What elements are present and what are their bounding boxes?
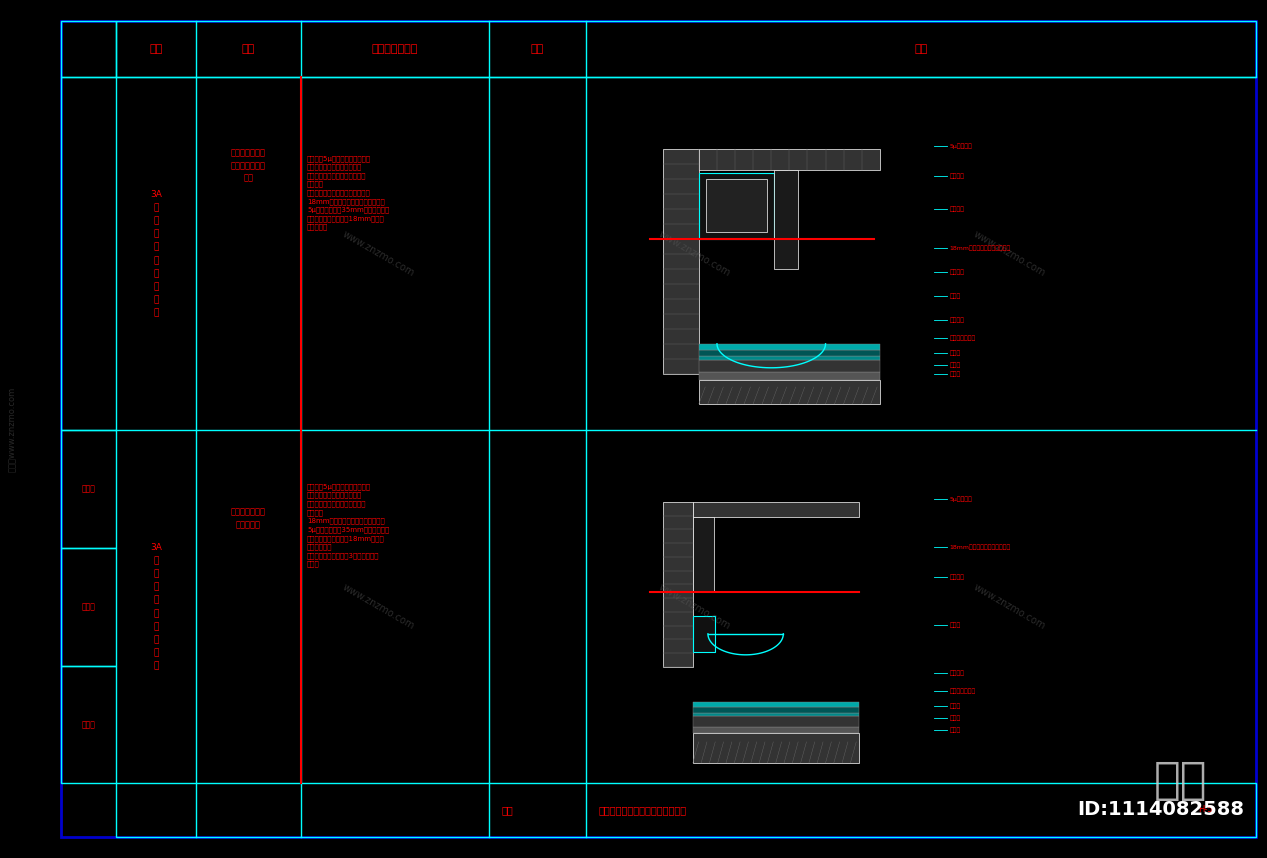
Bar [707, 179, 767, 233]
Bar [699, 372, 879, 380]
Bar [61, 666, 117, 783]
Text: 找平层: 找平层 [949, 727, 960, 733]
Text: 知末网www.znzmo.com: 知末网www.znzmo.com [8, 386, 18, 472]
Text: 保护层: 保护层 [949, 350, 960, 355]
Text: www.znzmo.com: www.znzmo.com [341, 229, 417, 279]
Text: 图名: 图名 [502, 805, 513, 815]
Bar [693, 502, 859, 517]
Text: 小便器: 小便器 [949, 622, 960, 627]
Text: 审核人: 审核人 [81, 485, 95, 493]
Text: 基层采用5μ镀锌钢制背骨架，适
接外液滑漆，镀锌骨架三度；
阴角与阳颇，地腿手用腐蚀抗全
装固定；
18mm细木工板制防火涂料三度，与
5μ镀锌自制角周35mm: 基层采用5μ镀锌钢制背骨架，适 接外液滑漆，镀锌骨架三度； 阴角与阳颇，地腿手用… [307, 483, 389, 567]
Bar [693, 517, 715, 592]
Bar [693, 713, 859, 716]
Text: ID:1114082588: ID:1114082588 [1078, 801, 1244, 819]
Bar [693, 616, 716, 652]
Text: 防水层: 防水层 [949, 715, 960, 721]
Bar [699, 148, 879, 170]
Bar [61, 548, 117, 666]
Bar [693, 733, 859, 763]
Bar [699, 344, 879, 350]
Text: 坐便器: 坐便器 [949, 293, 960, 299]
Bar [663, 148, 699, 374]
Bar [699, 172, 774, 239]
Bar [117, 21, 1256, 77]
Text: 厘料及公差做法: 厘料及公差做法 [371, 45, 418, 54]
Text: 18mm细木工板（刷防火涂料）: 18mm细木工板（刷防火涂料） [949, 245, 1011, 251]
Bar [699, 356, 879, 360]
Bar [699, 350, 879, 356]
Text: www.znzmo.com: www.znzmo.com [972, 582, 1048, 631]
Text: 3A
卫
生
间
局
部
剖
面
节
点: 3A 卫 生 间 局 部 剖 面 节 点 [150, 543, 162, 671]
Bar [61, 431, 117, 548]
Bar [61, 77, 117, 431]
Text: 锡炸面板: 锡炸面板 [949, 173, 964, 178]
Text: 石材饰面: 石材饰面 [949, 317, 964, 323]
Bar [774, 170, 798, 269]
Text: 简图: 简图 [914, 45, 927, 54]
Bar [117, 783, 1256, 837]
Bar [693, 716, 859, 727]
Text: 3A
卫
生
间
局
部
剖
面
节
点: 3A 卫 生 间 局 部 剖 面 节 点 [150, 190, 162, 317]
Text: 校对人: 校对人 [81, 602, 95, 611]
Text: 卫生间门坐便器
隐藏式水箱剖面
节点: 卫生间门坐便器 隐藏式水箱剖面 节点 [231, 148, 266, 183]
Text: 18mm细木工板（刷防火涂料）: 18mm细木工板（刷防火涂料） [949, 544, 1011, 550]
Text: 编号: 编号 [150, 45, 162, 54]
Text: 5μ镀锌角铁: 5μ镀锌角铁 [949, 143, 972, 148]
Bar [699, 380, 879, 404]
Bar [693, 727, 859, 733]
Text: 石材饰面: 石材饰面 [949, 574, 964, 580]
Text: 名称: 名称 [242, 45, 255, 54]
Bar [699, 360, 879, 372]
Text: www.znzmo.com: www.znzmo.com [972, 229, 1048, 279]
Text: 卫生间普结构追贵筝、小便斗做法: 卫生间普结构追贵筝、小便斗做法 [598, 805, 687, 815]
Bar [61, 21, 117, 77]
Bar [663, 502, 693, 667]
Text: www.znzmo.com: www.znzmo.com [656, 582, 732, 631]
Text: 轻硫灰浆: 轻硫灰浆 [949, 206, 964, 212]
Bar [693, 702, 859, 707]
Text: 附注: 附注 [531, 45, 544, 54]
Text: 找平层: 找平层 [949, 371, 960, 377]
Text: 石材饰面: 石材饰面 [949, 269, 964, 275]
Text: 水泥砂浆粘接层: 水泥砂浆粘接层 [949, 688, 976, 693]
Bar [693, 707, 859, 713]
Text: H-5: H-5 [1199, 806, 1213, 814]
Text: 水泥砂浆粘接层: 水泥砂浆粘接层 [949, 335, 976, 341]
Text: 石材饰面: 石材饰面 [949, 670, 964, 675]
Text: 保护层: 保护层 [949, 703, 960, 709]
Text: 制图人: 制图人 [81, 720, 95, 729]
Text: www.znzmo.com: www.znzmo.com [341, 582, 417, 631]
Text: www.znzmo.com: www.znzmo.com [656, 229, 732, 279]
Text: 5μ镀锌角铁: 5μ镀锌角铁 [949, 496, 972, 502]
Text: 知末: 知末 [1153, 759, 1206, 802]
Text: 基层采用5μ镀锌钢制背骨架，适
接外液滑漆，镀锌骨架三度；
阴角与阳颇，地腿手用腐蚀抗安
装固定；
坐便器隐藏式水箱与钢骨架固定；
18mm细木工板制防火涂料三: 基层采用5μ镀锌钢制背骨架，适 接外液滑漆，镀锌骨架三度； 阴角与阳颇，地腿手用… [307, 155, 389, 231]
Text: 防水层: 防水层 [949, 362, 960, 367]
Text: 卫生间小便斗部
位剖面节点: 卫生间小便斗部 位剖面节点 [231, 508, 266, 529]
